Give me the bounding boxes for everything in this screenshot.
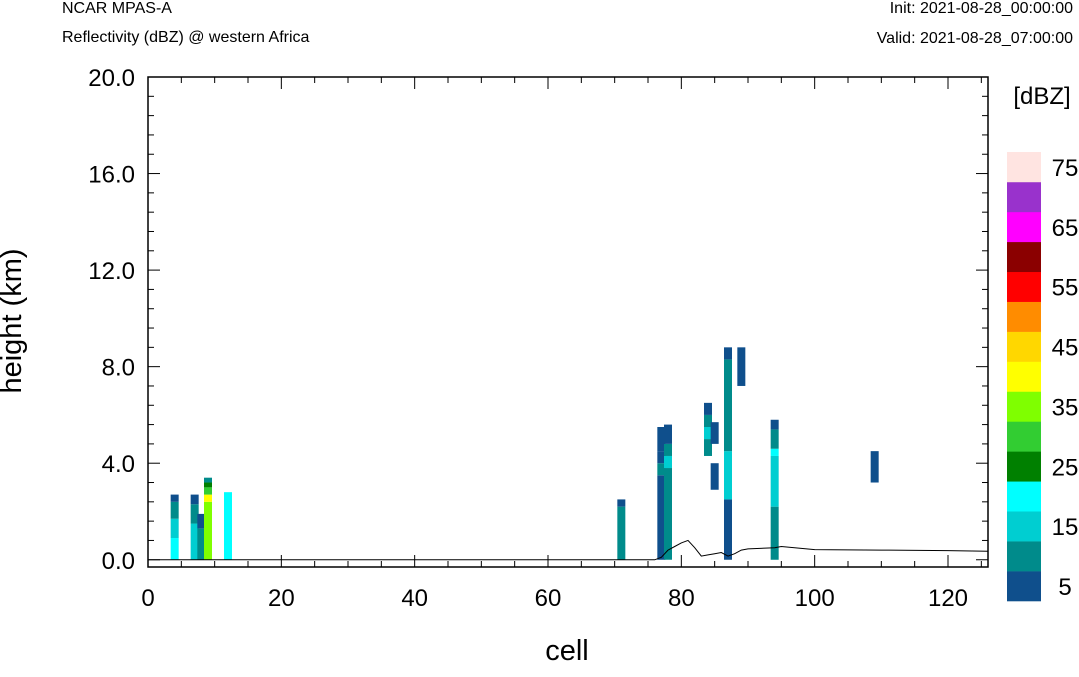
reflectivity-cell [170, 494, 179, 502]
reflectivity-cell [617, 499, 626, 507]
colorbar-tick-label: 5 [1058, 574, 1071, 601]
reflectivity-cell [657, 475, 666, 560]
colorbar-swatch [1007, 391, 1041, 422]
reflectivity-cell [724, 359, 732, 427]
reflectivity-cell [704, 439, 712, 456]
reflectivity-cell [664, 424, 672, 444]
reflectivity-cell [770, 455, 779, 507]
reflectivity-cell [704, 414, 712, 427]
reflectivity-cell [170, 501, 179, 519]
colorbar-swatch [1007, 361, 1041, 392]
x-tick-label: 20 [268, 585, 295, 612]
colorbar-tick-label: 75 [1052, 155, 1079, 182]
reflectivity-cell [197, 513, 206, 529]
reflectivity-cell [664, 455, 672, 469]
x-tick-label: 120 [928, 585, 968, 612]
colorbar-swatch [1007, 421, 1041, 452]
colorbar-swatch [1007, 571, 1041, 602]
reflectivity-cell [737, 347, 746, 386]
colorbar-swatch [1007, 241, 1041, 273]
reflectivity-cell [170, 518, 179, 539]
colorbar-tick-label: 45 [1052, 335, 1079, 362]
chart-title: NCAR MPAS-A [62, 0, 172, 17]
x-tick-label: 40 [401, 585, 428, 612]
reflectivity-cell [710, 422, 719, 444]
y-tick-label: 4.0 [102, 451, 135, 478]
reflectivity-cell [724, 427, 732, 452]
colorbar-swatch [1007, 152, 1041, 183]
valid-time-label: Valid: 2021-08-28_07:00:00 [876, 30, 1073, 47]
x-tick-label: 80 [668, 585, 695, 612]
colorbar-tick-label: 55 [1052, 275, 1079, 302]
colorbar-tick-label: 15 [1052, 514, 1079, 541]
reflectivity-cell [724, 347, 732, 360]
colorbar-swatch [1007, 451, 1041, 482]
reflectivity-cell [704, 402, 712, 415]
colorbar-swatch [1007, 481, 1041, 512]
reflectivity-cell [710, 463, 719, 490]
reflectivity-cell [170, 538, 179, 560]
reflectivity-cell [770, 419, 779, 430]
reflectivity-cell [190, 494, 199, 505]
x-tick-label: 0 [141, 585, 154, 612]
colorbar-swatch [1007, 181, 1041, 213]
colorbar-swatch [1007, 301, 1041, 332]
reflectivity-cell [770, 429, 779, 449]
colorbar-swatch [1007, 271, 1041, 302]
y-tick-label: 8.0 [102, 355, 135, 382]
colorbar-swatch [1007, 511, 1041, 542]
x-tick-label: 100 [795, 585, 835, 612]
reflectivity-cell [664, 443, 672, 456]
plot-frame [147, 76, 989, 568]
reflectivity-cell [724, 499, 732, 560]
x-tick-label: 60 [535, 585, 562, 612]
reflectivity-cell [657, 427, 666, 452]
reflectivity-cell [204, 494, 212, 502]
reflectivity-cell [770, 448, 779, 456]
y-tick-label: 16.0 [88, 162, 135, 189]
reflectivity-cell [204, 482, 212, 488]
reflectivity-cell [204, 477, 212, 483]
colorbar-swatch [1007, 211, 1041, 243]
colorbar-unit-label: [dBZ] [1013, 83, 1070, 110]
reflectivity-cell [657, 463, 666, 476]
plot-axes: 0 20 40 60 80 100 120 0.0 4.0 8.0 12.0 16.0 20.0 [88, 65, 988, 612]
init-time-label: Init: 2021-08-28_00:00:00 [889, 0, 1073, 17]
chart-subtitle: Reflectivity (dBZ) @ western Africa [62, 29, 310, 46]
reflectivity-marks [170, 347, 879, 560]
reflectivity-cell [724, 451, 732, 500]
colorbar-swatch [1007, 541, 1041, 572]
colorbar: 5 15 25 35 45 55 65 75 [1007, 152, 1079, 602]
colorbar-swatch [1007, 331, 1041, 362]
y-axis-label: height (km) [0, 248, 28, 393]
y-tick-label: 20.0 [88, 65, 135, 92]
reflectivity-cell [190, 523, 199, 560]
reflectivity-cell [197, 528, 206, 560]
terrain-line [148, 539, 989, 561]
reflectivity-cell [204, 501, 212, 560]
colorbar-tick-label: 25 [1052, 454, 1079, 481]
reflectivity-cell [224, 492, 232, 560]
y-tick-label: 0.0 [102, 548, 135, 575]
colorbar-tick-label: 65 [1052, 215, 1079, 242]
reflectivity-cell [704, 427, 712, 440]
reflectivity-cell [664, 468, 672, 560]
reflectivity-cell [870, 451, 879, 483]
reflectivity-cell [657, 451, 666, 464]
y-tick-label: 12.0 [88, 258, 135, 285]
reflectivity-cell [617, 506, 626, 560]
reflectivity-cell [204, 487, 212, 495]
colorbar-tick-label: 35 [1052, 394, 1079, 421]
reflectivity-cell [190, 504, 199, 524]
x-axis-label: cell [545, 635, 589, 667]
reflectivity-cell [770, 506, 779, 560]
